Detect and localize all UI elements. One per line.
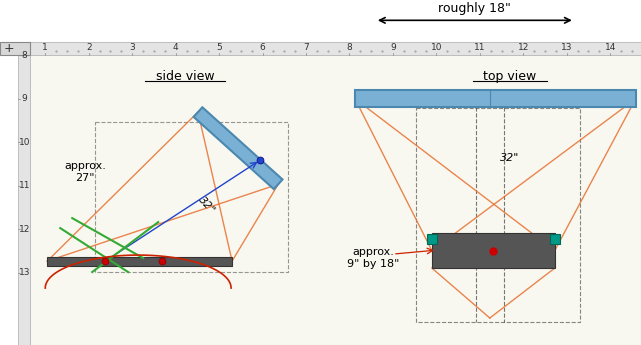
Bar [432, 233, 554, 268]
Bar [47, 257, 232, 266]
Bar [550, 234, 560, 244]
Bar [19, 55, 30, 345]
Text: top view: top view [483, 70, 537, 83]
Text: 5: 5 [216, 43, 222, 52]
Bar [30, 55, 641, 345]
Text: 3: 3 [129, 43, 135, 52]
Text: 4: 4 [173, 43, 178, 52]
Text: 10: 10 [431, 43, 442, 52]
Text: 12: 12 [518, 43, 529, 52]
Text: 14: 14 [604, 43, 616, 52]
Bar [0, 42, 30, 55]
Text: 11: 11 [474, 43, 486, 52]
Text: 6: 6 [260, 43, 265, 52]
Text: 8: 8 [347, 43, 353, 52]
Bar [19, 42, 641, 55]
Polygon shape [194, 107, 283, 189]
Text: 8: 8 [21, 51, 27, 60]
Text: approx.
27": approx. 27" [64, 161, 106, 183]
Text: 13: 13 [19, 268, 30, 277]
Text: 9: 9 [21, 94, 27, 103]
Text: side view: side view [156, 70, 215, 83]
Text: 7: 7 [303, 43, 309, 52]
Text: 10: 10 [19, 138, 30, 147]
Bar [355, 90, 636, 107]
Text: 2: 2 [86, 43, 92, 52]
Text: 11: 11 [19, 181, 30, 190]
Text: 32": 32" [197, 195, 217, 216]
Text: 13: 13 [561, 43, 572, 52]
Bar [427, 234, 437, 244]
Text: 32": 32" [500, 153, 519, 163]
Text: +: + [4, 42, 15, 55]
Text: 1: 1 [42, 43, 48, 52]
Text: 9: 9 [390, 43, 395, 52]
Text: 12: 12 [19, 225, 30, 234]
Text: roughly 18": roughly 18" [438, 2, 512, 15]
Text: approx.
9" by 18": approx. 9" by 18" [347, 247, 399, 269]
